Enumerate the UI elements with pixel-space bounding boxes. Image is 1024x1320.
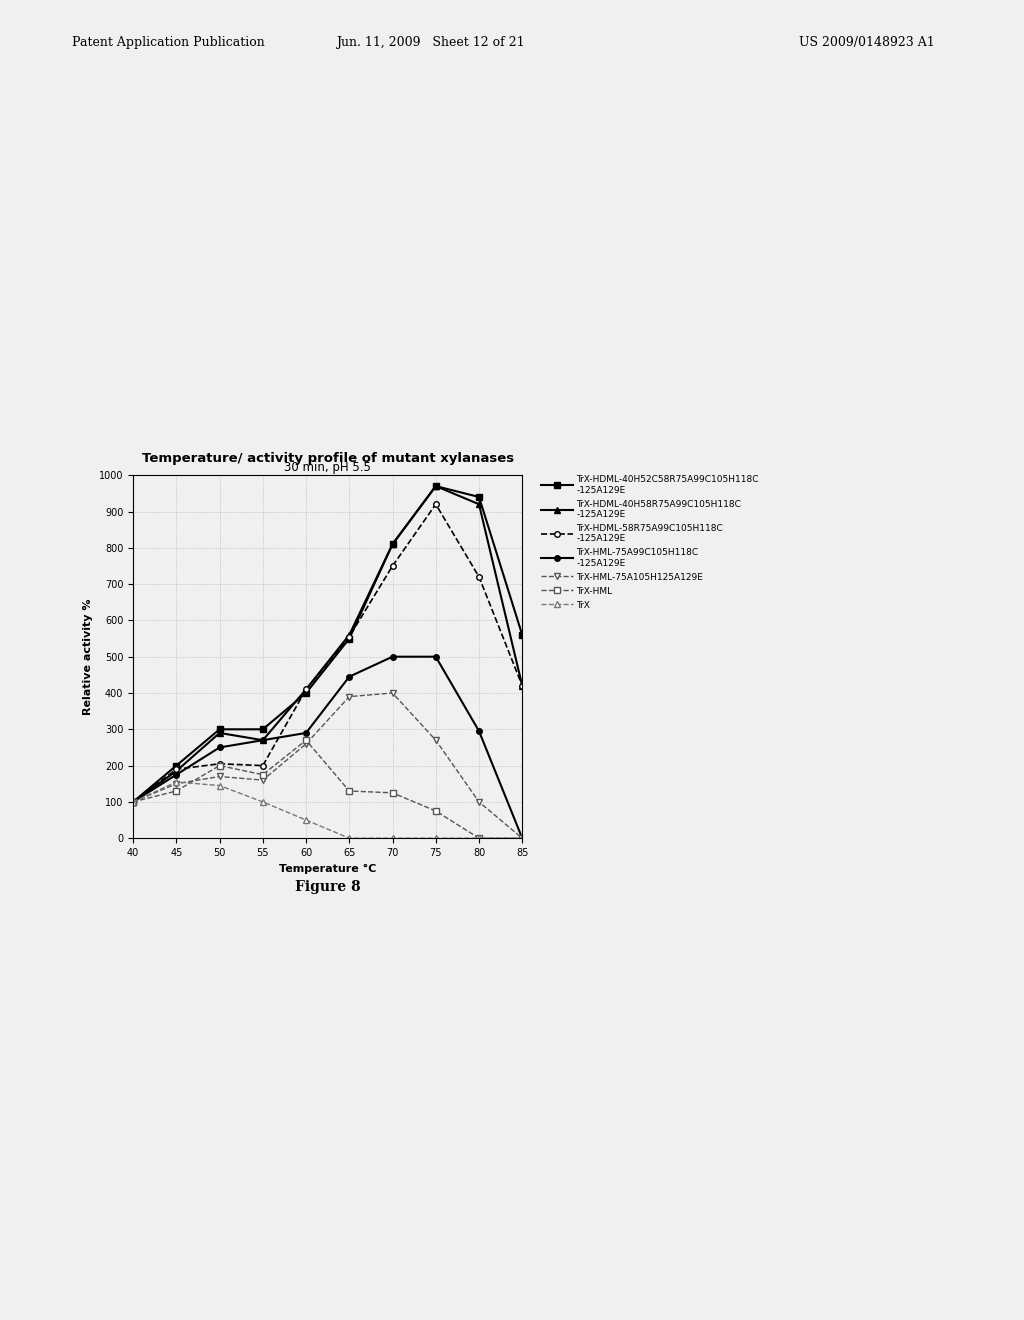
TrX-HDML-58R75A99C105H118C
-125A129E bbox=[430, 496, 442, 512]
TrX-HDML-58R75A99C105H118C
-125A129E bbox=[300, 681, 312, 697]
TrX-HDML-58R75A99C105H118C
-125A129E bbox=[127, 793, 139, 809]
Line: TrX-HML-75A105H125A129E: TrX-HML-75A105H125A129E bbox=[130, 690, 525, 841]
TrX-HML-75A105H125A129E bbox=[257, 772, 269, 788]
TrX-HML-75A99C105H118C
-125A129E bbox=[127, 793, 139, 809]
TrX-HDML-40H52C58R75A99C105H118C
-125A129E bbox=[516, 627, 528, 643]
TrX-HML bbox=[300, 733, 312, 748]
TrX-HDML-40H58R75A99C105H118C
-125A129E bbox=[213, 725, 225, 741]
TrX-HML bbox=[343, 783, 355, 799]
TrX bbox=[430, 830, 442, 846]
Line: TrX-HML: TrX-HML bbox=[130, 738, 525, 841]
TrX-HDML-40H58R75A99C105H118C
-125A129E bbox=[127, 793, 139, 809]
Line: TrX-HDML-40H58R75A99C105H118C
-125A129E: TrX-HDML-40H58R75A99C105H118C -125A129E bbox=[130, 483, 525, 805]
TrX bbox=[516, 830, 528, 846]
Text: US 2009/0148923 A1: US 2009/0148923 A1 bbox=[799, 36, 935, 49]
TrX-HML-75A99C105H118C
-125A129E bbox=[430, 648, 442, 664]
TrX bbox=[386, 830, 398, 846]
TrX-HDML-40H58R75A99C105H118C
-125A129E bbox=[257, 733, 269, 748]
TrX-HML-75A99C105H118C
-125A129E bbox=[386, 648, 398, 664]
Line: TrX-HML-75A99C105H118C
-125A129E: TrX-HML-75A99C105H118C -125A129E bbox=[130, 653, 525, 841]
Text: Temperature/ activity profile of mutant xylanases: Temperature/ activity profile of mutant … bbox=[141, 451, 514, 465]
TrX-HML-75A105H125A129E bbox=[473, 793, 485, 809]
TrX-HDML-40H52C58R75A99C105H118C
-125A129E bbox=[127, 793, 139, 809]
Line: TrX-HDML-58R75A99C105H118C
-125A129E: TrX-HDML-58R75A99C105H118C -125A129E bbox=[130, 502, 525, 805]
TrX-HML bbox=[386, 785, 398, 801]
TrX-HDML-40H58R75A99C105H118C
-125A129E bbox=[473, 496, 485, 512]
Line: TrX-HDML-40H52C58R75A99C105H118C
-125A129E: TrX-HDML-40H52C58R75A99C105H118C -125A12… bbox=[130, 483, 525, 805]
TrX-HDML-40H58R75A99C105H118C
-125A129E bbox=[300, 681, 312, 697]
TrX-HDML-58R75A99C105H118C
-125A129E bbox=[473, 569, 485, 585]
TrX-HDML-40H58R75A99C105H118C
-125A129E bbox=[386, 536, 398, 552]
TrX-HDML-58R75A99C105H118C
-125A129E bbox=[386, 558, 398, 574]
TrX-HML-75A105H125A129E bbox=[170, 776, 182, 792]
TrX bbox=[127, 793, 139, 809]
TrX-HML-75A105H125A129E bbox=[343, 689, 355, 705]
TrX bbox=[170, 774, 182, 789]
TrX-HDML-40H58R75A99C105H118C
-125A129E bbox=[343, 627, 355, 643]
TrX-HDML-40H58R75A99C105H118C
-125A129E bbox=[430, 478, 442, 494]
TrX-HML bbox=[213, 758, 225, 774]
TrX-HML-75A105H125A129E bbox=[127, 793, 139, 809]
TrX-HML-75A105H125A129E bbox=[386, 685, 398, 701]
TrX bbox=[343, 830, 355, 846]
TrX-HML-75A99C105H118C
-125A129E bbox=[516, 830, 528, 846]
Line: TrX: TrX bbox=[130, 779, 525, 841]
TrX-HML-75A99C105H118C
-125A129E bbox=[213, 739, 225, 755]
Y-axis label: Relative activity %: Relative activity % bbox=[83, 598, 93, 715]
TrX-HML bbox=[257, 767, 269, 783]
TrX-HML-75A105H125A129E bbox=[430, 733, 442, 748]
TrX-HDML-40H52C58R75A99C105H118C
-125A129E bbox=[257, 721, 269, 737]
TrX bbox=[300, 812, 312, 828]
TrX-HML bbox=[127, 793, 139, 809]
TrX-HML bbox=[516, 830, 528, 846]
TrX-HDML-40H52C58R75A99C105H118C
-125A129E bbox=[430, 478, 442, 494]
Title: 30 min, pH 5.5: 30 min, pH 5.5 bbox=[285, 461, 371, 474]
TrX-HDML-40H58R75A99C105H118C
-125A129E bbox=[516, 678, 528, 694]
TrX-HML-75A99C105H118C
-125A129E bbox=[300, 725, 312, 741]
Text: Figure 8: Figure 8 bbox=[295, 880, 360, 894]
TrX-HDML-58R75A99C105H118C
-125A129E bbox=[213, 756, 225, 772]
TrX-HML bbox=[473, 830, 485, 846]
TrX-HML-75A99C105H118C
-125A129E bbox=[257, 733, 269, 748]
TrX-HML bbox=[170, 783, 182, 799]
TrX-HML-75A105H125A129E bbox=[300, 735, 312, 751]
TrX bbox=[473, 830, 485, 846]
TrX-HDML-40H52C58R75A99C105H118C
-125A129E bbox=[343, 631, 355, 647]
TrX-HDML-40H52C58R75A99C105H118C
-125A129E bbox=[300, 685, 312, 701]
TrX-HDML-58R75A99C105H118C
-125A129E bbox=[343, 628, 355, 644]
TrX-HDML-40H52C58R75A99C105H118C
-125A129E bbox=[170, 758, 182, 774]
TrX bbox=[257, 793, 269, 809]
Text: Patent Application Publication: Patent Application Publication bbox=[72, 36, 264, 49]
TrX-HML-75A105H125A129E bbox=[516, 830, 528, 846]
TrX-HML-75A105H125A129E bbox=[213, 768, 225, 784]
TrX-HDML-58R75A99C105H118C
-125A129E bbox=[170, 762, 182, 777]
Legend: TrX-HDML-40H52C58R75A99C105H118C
-125A129E, TrX-HDML-40H58R75A99C105H118C
-125A1: TrX-HDML-40H52C58R75A99C105H118C -125A12… bbox=[539, 473, 762, 612]
TrX-HDML-40H52C58R75A99C105H118C
-125A129E bbox=[213, 721, 225, 737]
TrX-HML bbox=[430, 803, 442, 818]
TrX-HML-75A99C105H118C
-125A129E bbox=[473, 723, 485, 739]
X-axis label: Temperature °C: Temperature °C bbox=[279, 863, 377, 874]
TrX-HDML-40H52C58R75A99C105H118C
-125A129E bbox=[386, 536, 398, 552]
TrX-HDML-40H52C58R75A99C105H118C
-125A129E bbox=[473, 490, 485, 506]
TrX-HML-75A99C105H118C
-125A129E bbox=[170, 767, 182, 783]
TrX-HML-75A99C105H118C
-125A129E bbox=[343, 669, 355, 685]
TrX bbox=[213, 777, 225, 793]
TrX-HDML-58R75A99C105H118C
-125A129E bbox=[257, 758, 269, 774]
Text: Jun. 11, 2009   Sheet 12 of 21: Jun. 11, 2009 Sheet 12 of 21 bbox=[336, 36, 524, 49]
TrX-HDML-40H58R75A99C105H118C
-125A129E bbox=[170, 763, 182, 779]
TrX-HDML-58R75A99C105H118C
-125A129E bbox=[516, 678, 528, 694]
